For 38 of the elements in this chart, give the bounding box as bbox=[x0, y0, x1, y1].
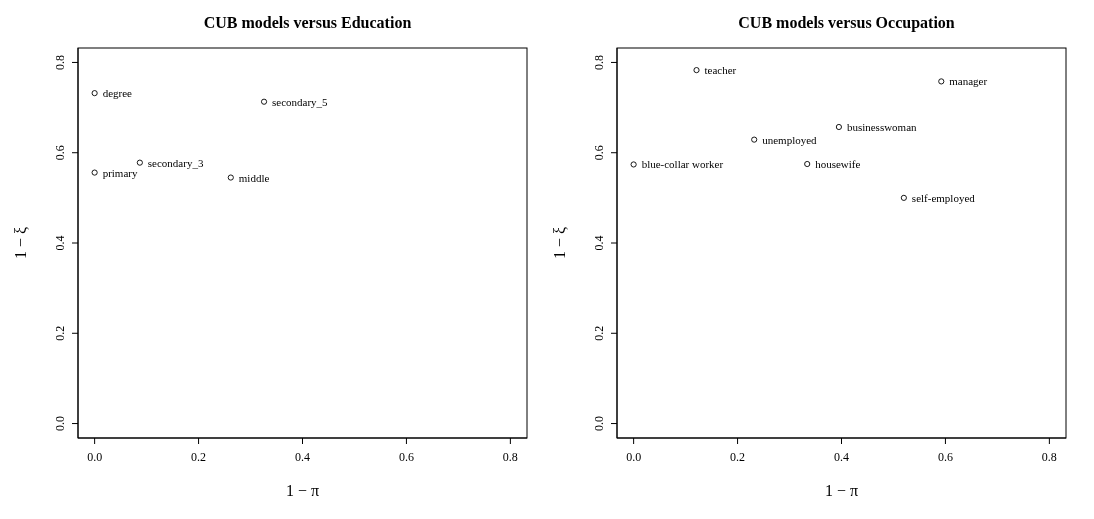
annotation: housewife bbox=[815, 158, 861, 171]
annotation: self-employed bbox=[911, 191, 976, 204]
x-tick-label: 0.0 bbox=[87, 449, 103, 464]
annotation: primary bbox=[102, 166, 138, 179]
x-axis-title: 1 − π bbox=[824, 482, 859, 499]
annotation: teacher bbox=[704, 64, 737, 77]
y-tick-label: 0.0 bbox=[592, 416, 606, 432]
y-tick-label: 0.4 bbox=[53, 235, 67, 251]
x-tick-label: 0.8 bbox=[1041, 449, 1057, 464]
x-tick-label: 0.6 bbox=[937, 449, 953, 464]
y-axis-title: 1 − ξ bbox=[11, 226, 29, 260]
x-tick-label: 0.4 bbox=[834, 449, 849, 464]
y-tick-label: 0.8 bbox=[592, 54, 606, 70]
annotation: middle bbox=[238, 171, 270, 184]
y-tick-label: 0.2 bbox=[592, 325, 606, 341]
chart-title: CUB models versus Education bbox=[202, 14, 413, 32]
annotation: secondary_3 bbox=[147, 156, 204, 169]
annotation: businesswoman bbox=[846, 120, 918, 133]
x-tick-label: 0.4 bbox=[295, 449, 310, 464]
y-tick-label: 0.4 bbox=[592, 235, 606, 251]
y-tick-label: 0.6 bbox=[53, 145, 67, 161]
annotation: blue-collar worker bbox=[641, 158, 724, 171]
x-tick-label: 0.8 bbox=[502, 449, 518, 464]
x-tick-label: 0.2 bbox=[191, 449, 207, 464]
x-tick-label: 0.6 bbox=[398, 449, 414, 464]
x-tick-label: 0.2 bbox=[730, 449, 746, 464]
annotation: secondary_5 bbox=[272, 95, 329, 108]
x-tick-label: 0.0 bbox=[626, 449, 642, 464]
y-tick-label: 0.0 bbox=[53, 416, 67, 432]
y-axis-title: 1 − ξ bbox=[550, 226, 568, 260]
y-tick-label: 0.2 bbox=[53, 325, 67, 341]
y-tick-label: 0.6 bbox=[592, 145, 606, 161]
annotation: degree bbox=[102, 87, 133, 100]
chart-title: CUB models versus Occupation bbox=[737, 14, 956, 32]
x-axis-title: 1 − π bbox=[285, 482, 320, 499]
y-tick-label: 0.8 bbox=[53, 54, 67, 70]
annotation: unemployed bbox=[762, 133, 818, 146]
annotation: manager bbox=[949, 75, 988, 88]
